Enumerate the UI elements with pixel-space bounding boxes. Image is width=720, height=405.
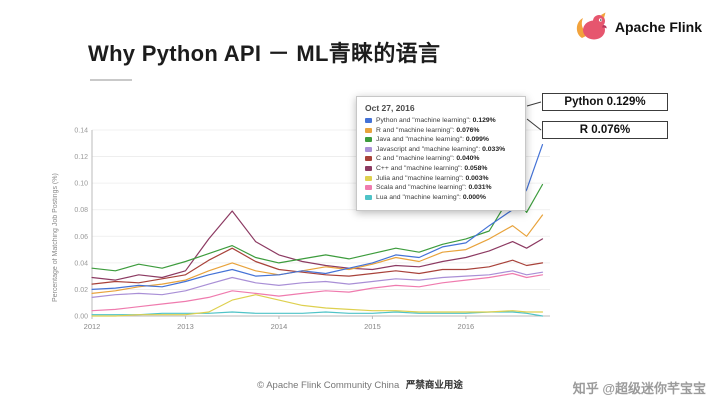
legend-items: Python and "machine learning": 0.129% R a… (365, 117, 517, 201)
flink-squirrel-icon (576, 12, 607, 40)
y-axis-label: Percentage of Matching Job Postings (%) (52, 173, 59, 303)
legend-box: Oct 27, 2016 Python and "machine learnin… (356, 96, 526, 212)
legend-color-chip (365, 146, 372, 152)
svg-text:0.04: 0.04 (74, 260, 88, 267)
svg-text:2016: 2016 (458, 322, 475, 331)
legend-item: Scala and "machine learning": 0.031% (365, 184, 517, 191)
title-underline (90, 79, 132, 81)
zhihu-watermark: 知乎 @超级迷你芊宝宝 (572, 381, 706, 396)
legend-label: Javascript and "machine learning": 0.033… (376, 145, 506, 153)
svg-text:0.10: 0.10 (74, 181, 88, 188)
page-title: Why Python API － ML青睐的语言 (88, 41, 441, 66)
legend-item: Javascript and "machine learning": 0.033… (365, 146, 517, 153)
legend-label: Java and "machine learning": 0.099% (376, 136, 489, 144)
legend-label: Julia and "machine learning": 0.003% (376, 174, 489, 182)
footer: © Apache Flink Community China 严禁商业用途 (0, 377, 720, 391)
legend-label: Lua and "machine learning": 0.000% (376, 193, 486, 201)
svg-text:2012: 2012 (84, 322, 101, 331)
legend-color-chip (365, 118, 372, 123)
usage-notice: 严禁商业用途 (405, 380, 463, 391)
copyright-text: © Apache Flink Community China (257, 380, 400, 391)
callout-r: R 0.076% (542, 121, 668, 139)
legend-title: Oct 27, 2016 (365, 103, 415, 113)
legend-item: Java and "machine learning": 0.099% (365, 136, 517, 143)
legend-color-chip (365, 127, 372, 133)
svg-text:2015: 2015 (364, 322, 381, 331)
svg-text:0.02: 0.02 (74, 287, 88, 294)
legend-color-chip (365, 137, 372, 143)
legend-color-chip (365, 156, 372, 162)
svg-text:0.14: 0.14 (74, 128, 88, 135)
legend-item: Python and "machine learning": 0.129% (365, 117, 517, 124)
callout-python: Python 0.129% (542, 93, 668, 111)
legend-item: C and "machine learning": 0.040% (365, 155, 517, 162)
svg-text:2013: 2013 (177, 322, 194, 331)
legend-label: Scala and "machine learning": 0.031% (376, 184, 492, 192)
legend-item: R and "machine learning": 0.076% (365, 127, 517, 134)
svg-text:0.00: 0.00 (74, 314, 88, 321)
legend-color-chip (365, 185, 372, 191)
legend-label: Python and "machine learning": 0.129% (376, 117, 496, 124)
legend-label: R and "machine learning": 0.076% (376, 126, 480, 134)
svg-text:2014: 2014 (271, 322, 288, 331)
svg-text:0.06: 0.06 (74, 234, 88, 241)
apache-flink-logo: Apache Flink (574, 12, 702, 42)
legend-label: C and "machine learning": 0.040% (376, 155, 480, 163)
legend-color-chip (365, 175, 372, 181)
legend-label: C++ and "machine learning": 0.058% (376, 164, 488, 172)
legend-item: Lua and "machine learning": 0.000% (365, 194, 517, 201)
legend-color-chip (365, 165, 372, 171)
legend-item: Julia and "machine learning": 0.003% (365, 175, 517, 182)
svg-text:0.08: 0.08 (74, 207, 88, 214)
legend-color-chip (365, 194, 372, 200)
legend-item: C++ and "machine learning": 0.058% (365, 165, 517, 172)
svg-text:0.12: 0.12 (74, 154, 88, 161)
brand-name: Apache Flink (614, 19, 702, 35)
